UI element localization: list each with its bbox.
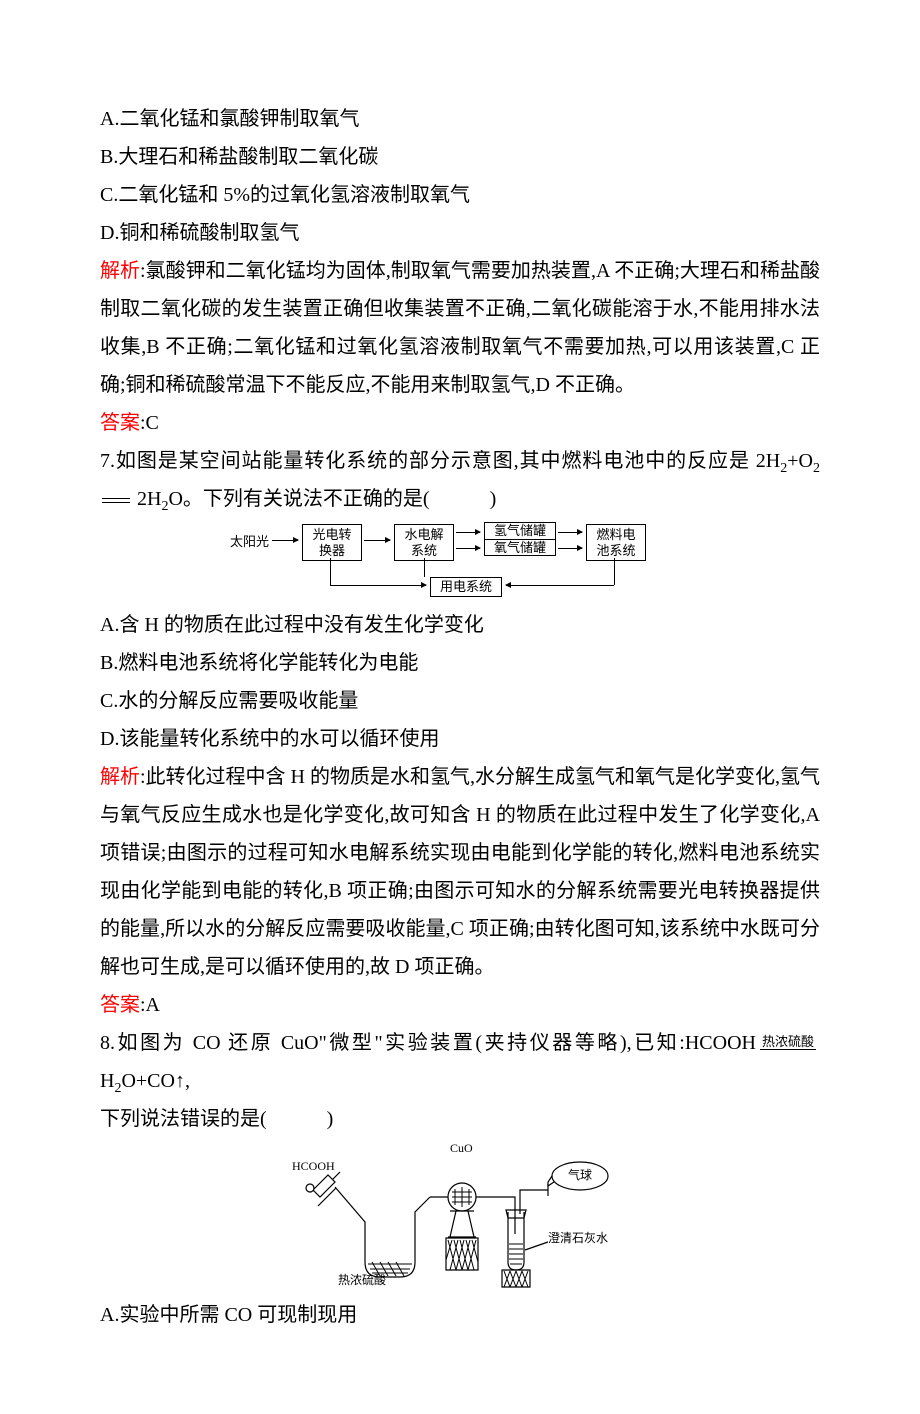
q7-option-c: C.水的分解反应需要吸收能量 [100, 682, 820, 720]
box-power-system: 用电系统 [430, 577, 502, 597]
q8-stem-line2: 下列说法错误的是( ) [100, 1100, 820, 1138]
box-fuel-cell: 燃料电 池系统 [586, 524, 646, 561]
q7-analysis: 解析:此转化过程中含 H 的物质是水和氢气,水分解生成氢气和氧气是化学变化,氢气… [100, 758, 820, 986]
q7-option-a: A.含 H 的物质在此过程中没有发生化学变化 [100, 606, 820, 644]
q7-stem-pre: 7.如图是某空间站能量转化系统的部分示意图,其中燃料电池中的反应是 2H [100, 450, 780, 472]
q7-stem-post: O。下列有关说法不正确的是( [168, 488, 429, 510]
answer-label: 答案 [100, 994, 140, 1016]
q6-option-c: C.二氧化锰和 5%的过氧化氢溶液制取氧气 [100, 176, 820, 214]
q8-stem-pre: 8.如图为 CO 还原 CuO"微型"实验装置(夹持仪器等略),已知:HCOOH [100, 1032, 756, 1054]
arrow-icon [330, 585, 426, 586]
arrow-icon [506, 585, 614, 586]
q7-stem-mid1: +O [787, 450, 813, 472]
q7-analysis-text: :此转化过程中含 H 的物质是水和氢气,水分解生成氢气和氧气是化学变化,氢气与氧… [100, 766, 820, 978]
q6-option-d: D.铜和稀硫酸制取氢气 [100, 214, 820, 252]
q6-analysis: 解析:氯酸钾和二氧化锰均为固体,制取氧气需要加热装置,A 不正确;大理石和稀盐酸… [100, 252, 820, 404]
analysis-label: 解析 [100, 766, 140, 788]
box-h2-tank: 氢气储罐 [485, 523, 555, 540]
label-limewater: 澄清石灰水 [548, 1232, 608, 1245]
box-electrolysis-label: 水电解 系统 [404, 527, 443, 558]
arrow-icon [364, 540, 390, 541]
q7-option-d: D.该能量转化系统中的水可以循环使用 [100, 720, 820, 758]
box-photoelectric-label: 光电转 换器 [312, 527, 351, 558]
reaction-condition: 热浓硫酸 [758, 1035, 818, 1054]
box-fuel-cell-label: 燃料电 池系统 [596, 527, 635, 558]
arrow-icon [456, 548, 480, 549]
q7-stem: 7.如图是某空间站能量转化系统的部分示意图,其中燃料电池中的反应是 2H 2+O 2… [100, 442, 820, 518]
arrow-icon [456, 532, 480, 533]
reaction-condition-text: 热浓硫酸 [760, 1035, 816, 1050]
blank-paren [267, 1108, 327, 1130]
box-electrolysis: 水电解 系统 [394, 524, 454, 561]
q6-answer-value: :C [140, 412, 159, 434]
q8-apparatus: CuO HCOOH 热浓硫酸 气球 澄清石灰水 [280, 1142, 640, 1292]
connector-line [614, 558, 615, 585]
q8-line2-pre: 下列说法错误的是( [100, 1108, 267, 1130]
q7-answer-value: :A [140, 994, 160, 1016]
connector-line [330, 558, 331, 585]
q7-answer: 答案:A [100, 986, 820, 1024]
q8-line2-close: ) [327, 1108, 334, 1130]
box-photoelectric: 光电转 换器 [302, 524, 362, 561]
q6-analysis-text: :氯酸钾和二氧化锰均为固体,制取氧气需要加热装置,A 不正确;大理石和稀盐酸制取… [100, 260, 820, 396]
analysis-label: 解析 [100, 260, 140, 282]
arrow-icon [558, 532, 582, 533]
sun-label: 太阳光 [230, 534, 269, 550]
q6-answer: 答案:C [100, 404, 820, 442]
arrow-icon [558, 548, 582, 549]
q8-stem-mid2: O+CO↑, [121, 1070, 190, 1092]
reaction-line-icon [102, 498, 130, 503]
q6-option-b: B.大理石和稀盐酸制取二氧化碳 [100, 138, 820, 176]
q7-option-b: B.燃料电池系统将化学能转化为电能 [100, 644, 820, 682]
q7-stem-mid2: 2H [137, 488, 161, 510]
connector-line [424, 558, 425, 577]
box-storage-pair: 氢气储罐 氧气储罐 [484, 522, 556, 556]
q6-option-a: A.二氧化锰和氯酸钾制取氧气 [100, 100, 820, 138]
answer-label: 答案 [100, 412, 140, 434]
label-hot-acid: 热浓硫酸 [338, 1274, 386, 1287]
blank-paren [430, 488, 490, 510]
q7-flowchart: 太阳光 光电转 换器 水电解 系统 氢气储罐 氧气储罐 燃料电 池系统 用电系统 [230, 522, 690, 602]
q8-stem-line1: 8.如图为 CO 还原 CuO"微型"实验装置(夹持仪器等略),已知:HCOOH… [100, 1024, 820, 1100]
box-o2-tank: 氧气储罐 [485, 540, 555, 556]
label-balloon: 气球 [568, 1169, 592, 1182]
sub-2: 2 [813, 461, 820, 476]
arrow-icon [272, 540, 298, 541]
label-hcooh: HCOOH [292, 1160, 335, 1173]
label-cuo: CuO [450, 1142, 473, 1155]
q7-stem-close: ) [490, 488, 497, 510]
q8-stem-mid: H [100, 1070, 114, 1092]
